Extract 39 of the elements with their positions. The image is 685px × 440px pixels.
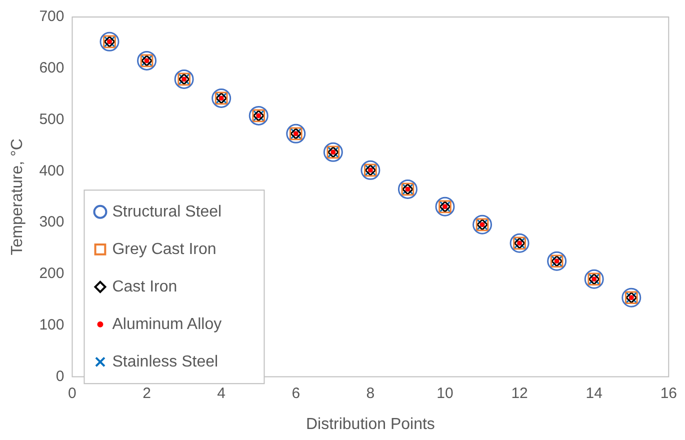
point: [547, 251, 567, 271]
x-tick-label: 12: [511, 384, 528, 402]
y-axis-title: Temperature, °C: [9, 138, 26, 256]
point: [323, 142, 343, 162]
legend-label: Aluminum Alloy: [112, 316, 222, 333]
point: [286, 124, 306, 144]
point: [248, 106, 268, 126]
x-axis-title: Distribution Points: [306, 416, 435, 433]
x-tick-label: 0: [68, 384, 76, 402]
point: [174, 69, 194, 89]
x-tick-label: 2: [142, 384, 151, 402]
point: [100, 32, 120, 52]
point: [622, 288, 642, 308]
y-tick-label: 400: [39, 162, 64, 180]
y-tick-label: 300: [39, 214, 64, 231]
y-tick-label: 500: [39, 110, 64, 128]
x-tick-label: 14: [586, 384, 602, 402]
x-tick-label: 6: [292, 384, 300, 402]
y-tick-label: 700: [39, 8, 64, 26]
y-tick-label: 100: [39, 316, 64, 334]
x-tick-label: 10: [436, 384, 454, 402]
point: [360, 160, 380, 180]
x-tick-label: 16: [660, 384, 677, 402]
legend-label: Structural Steel: [112, 203, 222, 220]
legend-label: Stainless Steel: [112, 353, 218, 370]
point: [584, 269, 604, 289]
legend-label: Grey Cast Iron: [112, 240, 216, 258]
point: [398, 179, 418, 199]
legend-label: Cast Iron: [112, 278, 178, 296]
point: [435, 196, 455, 216]
x-tick-label: 4: [217, 384, 226, 402]
point: [212, 88, 232, 108]
point: [510, 233, 530, 253]
x-tick-label: 8: [366, 384, 375, 402]
y-tick-label: 0: [56, 368, 64, 385]
point: [472, 214, 492, 234]
point: [137, 50, 157, 70]
y-tick-label: 200: [39, 265, 64, 282]
y-tick-label: 600: [39, 60, 64, 77]
